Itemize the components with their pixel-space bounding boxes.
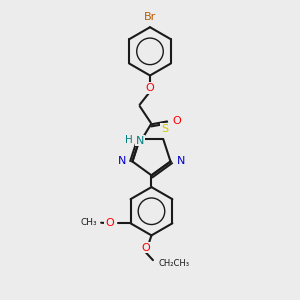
Text: CH₃: CH₃: [80, 218, 97, 227]
Text: N: N: [118, 157, 126, 166]
Text: O: O: [172, 116, 181, 126]
Text: S: S: [161, 124, 168, 134]
Text: N: N: [136, 136, 144, 146]
Text: CH₂CH₃: CH₂CH₃: [158, 259, 189, 268]
Text: Br: Br: [144, 12, 156, 22]
Text: O: O: [105, 218, 114, 228]
Text: H: H: [125, 135, 133, 145]
Text: O: O: [146, 83, 154, 93]
Text: N: N: [177, 157, 185, 166]
Text: O: O: [141, 243, 150, 253]
